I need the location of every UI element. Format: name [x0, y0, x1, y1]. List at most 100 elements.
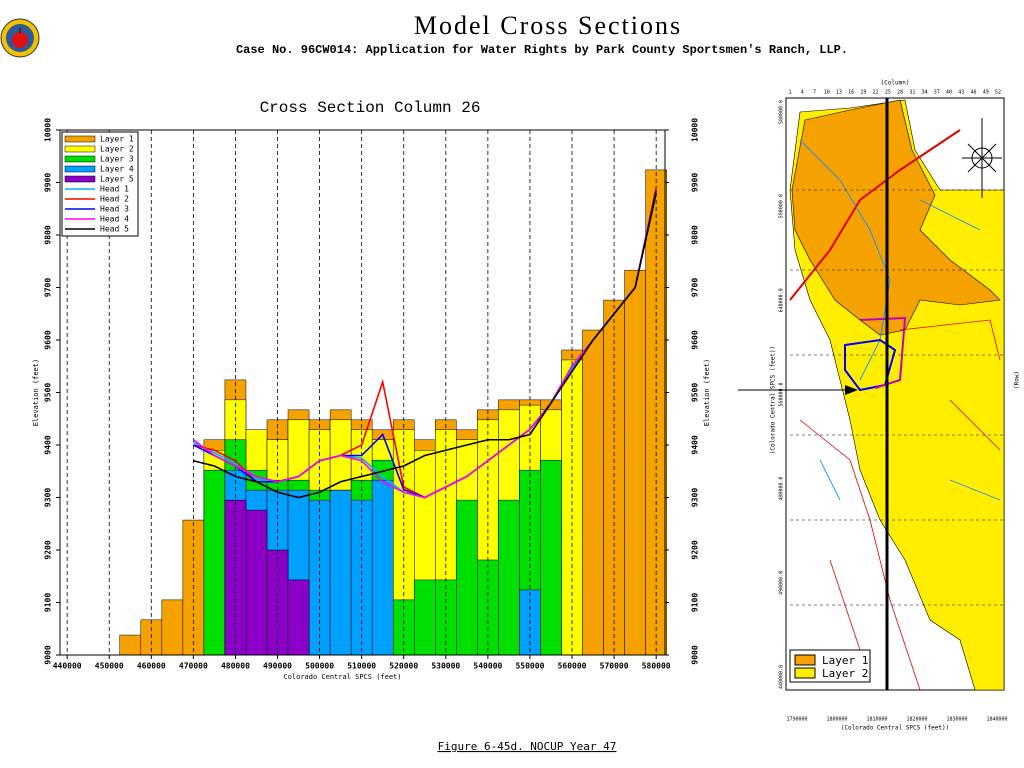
y2-tick-label: 9100: [691, 593, 700, 612]
map-column-label: 43: [958, 90, 964, 96]
map-y-tick-label: 590000.0: [779, 194, 785, 218]
legend-swatch: [64, 135, 96, 143]
layer-step: [245, 509, 268, 656]
row-arrowhead: [845, 385, 858, 395]
road: [789, 129, 961, 301]
x-tick-label: 450000: [95, 662, 124, 671]
x-tick-label: 530000: [431, 662, 460, 671]
y-tick-label: 9100: [44, 593, 53, 612]
map-x-tick-label: 1790000: [786, 717, 807, 723]
x-tick-label: 470000: [179, 662, 208, 671]
layer1-area: [791, 99, 1001, 336]
head-line: [192, 192, 657, 499]
map-legend-label: Layer 1: [822, 654, 868, 667]
map-legend-label: Layer 2: [822, 667, 868, 680]
cross-section-plot: 440000 450000 460000 470000 480000 490000 5000…: [32, 118, 711, 681]
x-tick-label: 570000: [600, 662, 629, 671]
map-x-tick-label: 1830000: [946, 717, 967, 723]
legend-label: Layer 3: [100, 155, 134, 164]
map-column-label: 31: [909, 90, 915, 96]
rivers: [799, 139, 1001, 501]
legend-label: Layer 1: [100, 135, 134, 144]
y2-tick-label: 9900: [691, 173, 700, 192]
map-y-tick-label: 580000.0: [779, 100, 785, 124]
y-tick-label: 9600: [44, 330, 53, 349]
x-tick-label: 580000: [642, 662, 671, 671]
map-column-label: 4: [801, 90, 804, 96]
x-tick-label: 550000: [515, 662, 544, 671]
layer-step: [287, 579, 310, 656]
y2-axis-label: Elevation (feet): [703, 359, 711, 426]
layer-step: [624, 269, 646, 656]
x-tick-label: 540000: [473, 662, 502, 671]
map-y-tick-label: 480000.0: [779, 477, 785, 501]
y2-tick-label: 9600: [691, 330, 700, 349]
map-y-tick-label: 440000.0: [779, 665, 785, 689]
map-top-label: (Column): [881, 80, 910, 87]
legend-swatch: [794, 667, 816, 679]
map-column-label: 28: [897, 90, 903, 96]
layer-step: [203, 469, 226, 656]
y2-tick-label: 9000: [691, 645, 700, 664]
legend-label: Head 3: [100, 205, 129, 214]
map-column-label: 7: [813, 90, 816, 96]
legend-swatch: [64, 165, 96, 173]
page-title: Model Cross Sections: [414, 11, 682, 40]
map-column-label: 25: [885, 90, 891, 96]
location-map: Layer 1 Layer 2 (Column) (Colorado Centr…: [738, 80, 1021, 732]
map-column-label: 37: [934, 90, 940, 96]
y-axis-label: Elevation (feet): [32, 359, 40, 426]
legend-swatch: [64, 175, 96, 183]
y-tick-label: 9500: [44, 383, 53, 402]
y-tick-label: 9300: [44, 488, 53, 507]
x-tick-label: 560000: [558, 662, 587, 671]
x-tick-label: 480000: [221, 662, 250, 671]
map-y-label: (Colorado Central SPCS (feet)): [770, 346, 777, 454]
y-tick-label: 9700: [44, 278, 53, 297]
chart-title: Cross Section Column 26: [260, 99, 481, 117]
layer-step: [161, 599, 184, 656]
map-column-label: 40: [946, 90, 952, 96]
logo: [0, 18, 40, 58]
map-x-tick-label: 1810000: [866, 717, 887, 723]
map-column-label: 10: [824, 90, 830, 96]
map-column-label: 52: [995, 90, 1001, 96]
compass: [962, 118, 1002, 198]
layer-step: [371, 479, 394, 656]
layer-step: [540, 459, 562, 656]
map-y-tick-label: 640000.0: [779, 288, 785, 312]
layer-step: [582, 329, 604, 656]
head-line: [193, 192, 657, 499]
map-x-label: (Colorado Central SPCS (feet)): [841, 725, 949, 732]
map-y-tick-label: 490000.0: [779, 571, 785, 595]
map-column-label: 46: [971, 90, 977, 96]
y2-tick-label: 9500: [691, 383, 700, 402]
legend-swatch: [794, 654, 816, 666]
map-column-label: 16: [848, 90, 854, 96]
y-tick-label: 9900: [44, 173, 53, 192]
layer-step: [329, 489, 352, 656]
legend-label: Head 2: [100, 195, 129, 204]
y-tick-label: 10000: [44, 118, 53, 142]
x-tick-label: 500000: [305, 662, 334, 671]
map-x-tick-label: 1840000: [986, 717, 1007, 723]
y2-tick-label: 9300: [691, 488, 700, 507]
legend-label: Head 1: [100, 185, 129, 194]
layer-step: [498, 499, 520, 656]
map-column-label: 34: [922, 90, 928, 96]
layer-step: [456, 499, 478, 656]
map-column-label: 13: [836, 90, 842, 96]
y2-tick-label: 9200: [691, 540, 700, 559]
layer-step: [413, 579, 436, 656]
legend-swatch: [64, 155, 96, 163]
map-x-tick-label: 1800000: [826, 717, 847, 723]
legend-label: Head 5: [100, 225, 129, 234]
y2-tick-label: 9400: [691, 435, 700, 454]
page-subtitle: Case No. 96CW014: Application for Water …: [236, 43, 848, 57]
y2-tick-label: 9700: [691, 278, 700, 297]
layer-step: [119, 634, 142, 656]
legend-label: Layer 4: [100, 165, 134, 174]
map-column-label: 19: [860, 90, 866, 96]
x-tick-label: 510000: [347, 662, 376, 671]
